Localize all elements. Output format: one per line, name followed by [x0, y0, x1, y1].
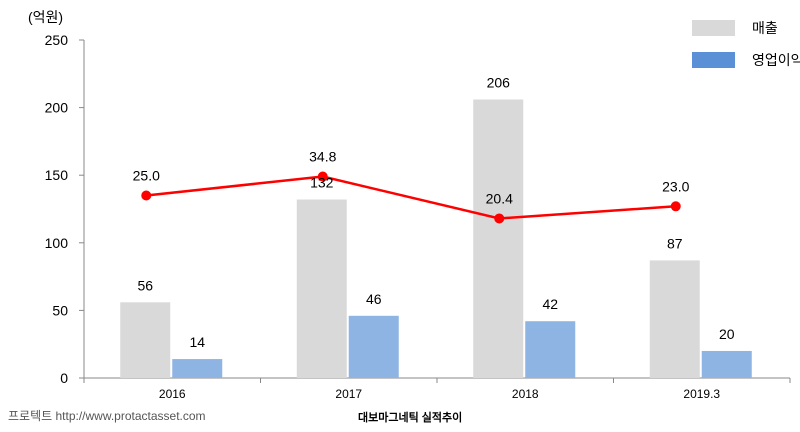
source-credit: 프로텍트 http://www.protactasset.com: [8, 409, 206, 423]
data-label-line: 25.0: [133, 167, 160, 183]
data-label-operating-profit: 20: [719, 326, 735, 342]
bar-operating-profit: [172, 359, 223, 378]
data-label-sales: 56: [137, 277, 153, 293]
bars: [120, 99, 752, 378]
data-label-operating-profit: 46: [366, 291, 382, 307]
data-label-line: 20.4: [486, 190, 513, 206]
y-tick-label: 0: [60, 370, 68, 386]
chart-caption: 대보마그네틱 실적추이: [358, 412, 463, 424]
data-label-operating-profit: 42: [542, 296, 558, 312]
data-label-operating-profit: 14: [189, 334, 205, 350]
y-tick-label: 100: [45, 235, 69, 251]
axes: (억원) 0 50 100 150 200 250 2016 2017 2018 2019.3: [28, 9, 791, 401]
bar-operating-profit: [701, 350, 752, 378]
bar-sales: [296, 199, 347, 378]
data-label-line: 23.0: [662, 178, 689, 194]
line-point: [494, 213, 505, 224]
bar-operating-profit: [348, 315, 399, 378]
x-tick-label: 2016: [159, 387, 186, 401]
y-unit-label: (억원): [28, 9, 63, 25]
bar-sales: [649, 260, 700, 378]
line-point: [317, 171, 328, 182]
line-path: [146, 175, 676, 220]
line-series: [141, 171, 681, 224]
y-tick-label: 150: [45, 167, 69, 183]
x-tick-label: 2017: [335, 387, 362, 401]
data-labels: 56 14 132 46 206 42 87 20 25.0 34.8 20.4 23.0: [133, 74, 735, 350]
data-label-line: 34.8: [309, 149, 336, 165]
legend-swatch: [692, 20, 735, 36]
data-label-sales: 132: [310, 175, 334, 191]
bar-operating-profit: [525, 321, 576, 378]
x-tick-label: 2018: [512, 387, 539, 401]
bar-sales: [120, 302, 171, 378]
legend-label: 매출: [752, 20, 778, 36]
line-point: [141, 190, 152, 201]
legend-swatch: [692, 52, 735, 68]
data-label-sales: 87: [667, 235, 683, 251]
data-label-sales: 206: [487, 74, 511, 90]
bar-sales: [473, 99, 524, 378]
y-tick-label: 50: [52, 302, 68, 318]
y-tick-label: 200: [45, 100, 69, 116]
y-tick-label: 250: [45, 32, 69, 48]
x-tick-label: 2019.3: [683, 387, 720, 401]
line-point: [670, 201, 681, 212]
legend-label: 영업이익: [752, 52, 800, 68]
